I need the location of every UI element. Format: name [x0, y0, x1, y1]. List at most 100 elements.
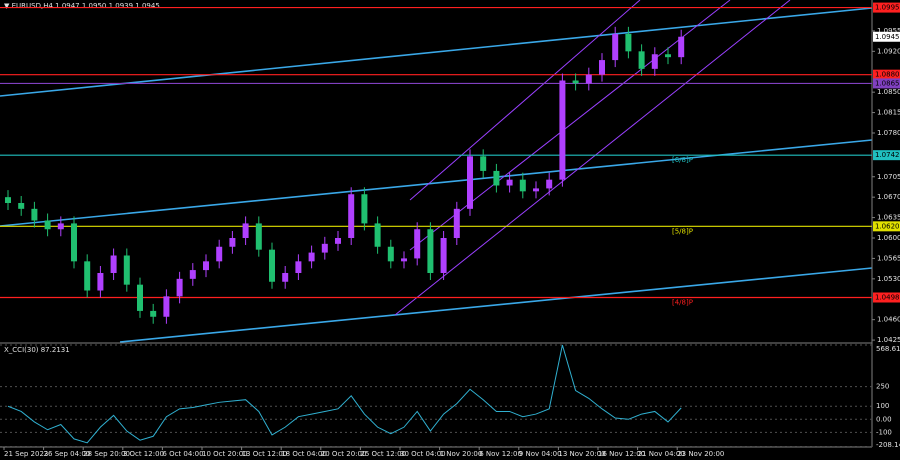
candle-body: [651, 54, 658, 69]
candle-body: [440, 238, 447, 273]
y-tick-label: 1.0425: [877, 336, 900, 344]
level-tag-bg: [873, 69, 900, 80]
y-tick-label: 100: [876, 402, 889, 410]
x-tick-label: 28 Sep 20:00: [83, 450, 130, 458]
candle-body: [665, 54, 671, 58]
candle-body: [137, 284, 143, 311]
candle-body: [110, 255, 117, 273]
candle-body: [150, 310, 157, 317]
candle-body: [427, 229, 434, 273]
candle-body: [229, 238, 236, 247]
level-tag: 1.0498: [875, 294, 900, 302]
level-tag: 1.0742: [875, 151, 900, 159]
candle-body: [5, 197, 11, 203]
y-tick-label: 1.0600: [877, 234, 900, 242]
y-tick-label: 568.6163: [876, 345, 900, 353]
candle-body: [216, 246, 223, 262]
level-tag: 1.0995: [875, 4, 900, 12]
level-name: [4/8]P: [672, 299, 693, 307]
x-tick-label: 13 Oct 12:00: [242, 450, 288, 458]
y-tick-label: 1.0530: [877, 275, 900, 283]
candle-body: [678, 36, 685, 58]
candle-body: [295, 261, 302, 273]
y-tick-label: 1.0565: [877, 254, 900, 262]
x-tick-label: 23 Nov 20:00: [677, 450, 724, 458]
candle-body: [84, 261, 91, 291]
y-tick-label: -208.1498: [876, 441, 900, 449]
candle-body: [176, 278, 183, 297]
candle-body: [519, 179, 526, 192]
candle-body: [163, 296, 170, 317]
channel-lines: [394, 0, 791, 316]
candle-body: [585, 74, 592, 84]
candle-body: [387, 246, 394, 262]
candle-body: [612, 33, 619, 61]
x-tick-label: 21 Nov 04:00: [638, 450, 685, 458]
cci-line: [7, 344, 682, 444]
cci-title: X_CCI(30) 87.2131: [4, 346, 70, 354]
x-tick-label: 18 Oct 04:00: [281, 450, 327, 458]
level-tag-bg: [873, 292, 900, 303]
level-tag-bg: [873, 2, 900, 13]
x-tick-label: 10 Oct 20:00: [202, 450, 248, 458]
y-tick-label: 1.0955: [877, 27, 900, 35]
x-tick-label: 3 Oct 12:00: [123, 450, 164, 458]
y-tick-label: 1.0920: [877, 47, 900, 55]
level-tag: 1.0880: [875, 71, 900, 79]
candle-body: [572, 80, 579, 84]
candle-body: [374, 223, 381, 247]
level-tag-bg: [873, 150, 900, 161]
candle-body: [361, 194, 368, 224]
candle-body: [559, 80, 566, 180]
candle-body: [31, 208, 38, 221]
x-tick-label: 30 Oct 04:00: [400, 450, 446, 458]
x-tick-label: 26 Sep 04:00: [44, 450, 91, 458]
candle-body: [625, 33, 632, 52]
candle-body: [203, 261, 209, 271]
y-tick-label: 1.0635: [877, 214, 900, 222]
candle-body: [71, 223, 77, 262]
candle-body: [453, 208, 460, 238]
candle-body: [242, 223, 249, 238]
candle-body: [57, 223, 64, 230]
trend-lines: [0, 7, 873, 343]
level-tag-bg: [873, 221, 900, 232]
x-tick-label: 6 Nov 12:00: [479, 450, 522, 458]
y-tick-label: 1.0780: [877, 129, 900, 137]
chart-header: ▼ EURUSD,H4 1.0947 1.0950 1.0939 1.0945: [4, 2, 160, 10]
candle-body: [533, 188, 539, 192]
candle-body: [348, 194, 355, 238]
candle-body: [269, 249, 275, 282]
candle-body: [599, 60, 605, 75]
candle-body: [321, 243, 328, 253]
candle-body: [638, 51, 645, 69]
candle-body: [506, 179, 513, 186]
level-tag: 1.0865: [875, 79, 900, 87]
y-tick-label: 1.0460: [877, 316, 900, 324]
y-tick-label: 250: [876, 383, 889, 391]
x-tick-label: 6 Oct 04:00: [162, 450, 203, 458]
last-price: 1.0945: [875, 33, 900, 41]
level-tag-bg: [873, 78, 900, 89]
y-tick-label: -100: [876, 428, 892, 436]
candle-body: [18, 203, 25, 209]
candle-body: [546, 179, 553, 189]
x-tick-label: 21 Sep 2023: [4, 450, 48, 458]
y-tick-label: 1.0850: [877, 88, 900, 96]
x-tick-label: 20 Oct 20:00: [321, 450, 367, 458]
candle-body: [97, 273, 104, 291]
x-tick-label: 25 Oct 12:00: [360, 450, 406, 458]
y-tick-label: 1.0815: [877, 109, 900, 117]
candle-body: [467, 156, 473, 209]
x-tick-label: 13 Nov 20:00: [558, 450, 605, 458]
last-price-bg: [873, 31, 900, 42]
candle-body: [123, 255, 130, 285]
y-tick-label: 0.00: [876, 415, 892, 423]
level-name: [6/8]P: [672, 156, 693, 164]
candle-body: [282, 273, 289, 282]
candle-body: [308, 252, 315, 262]
candle-body: [255, 223, 262, 250]
y-tick-label: 1.0705: [877, 173, 900, 181]
